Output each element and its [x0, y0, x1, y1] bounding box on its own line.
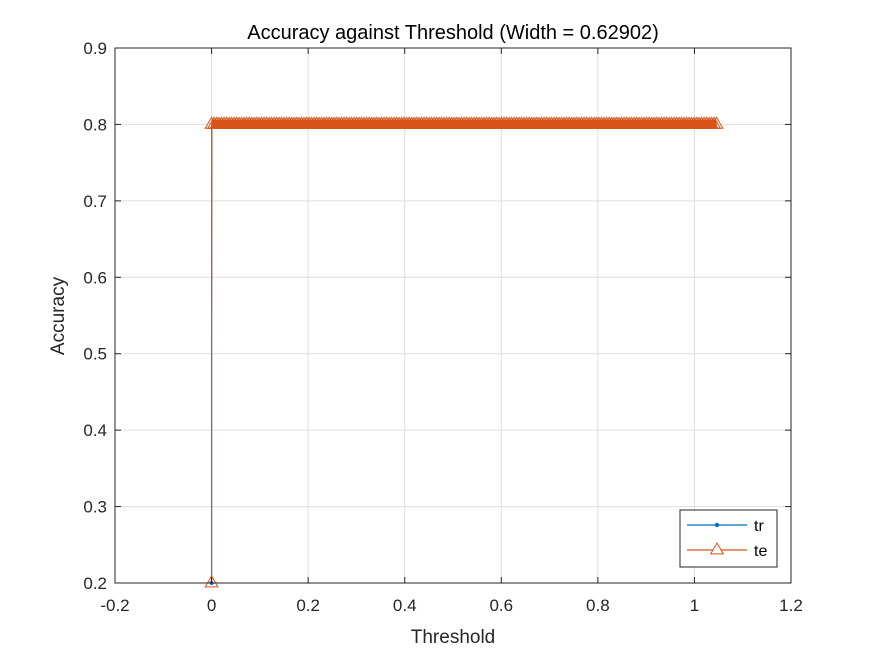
legend-item-te: te [687, 542, 767, 560]
legend-marker [709, 542, 725, 555]
legend-marker [714, 522, 720, 528]
x-axis-title: Threshold [411, 627, 496, 648]
legend-label: te [754, 543, 767, 560]
x-tick-label: 1.2 [779, 596, 803, 615]
x-tick-label: 0.8 [586, 596, 610, 615]
series-te [204, 116, 724, 588]
y-tick-label: 0.9 [83, 39, 107, 58]
series-layer [204, 116, 724, 588]
plot-frame [114, 47, 792, 584]
legend-box [679, 509, 778, 568]
x-tick-label: 0.6 [489, 596, 513, 615]
x-tick-label: -0.2 [100, 596, 129, 615]
y-tick-label: 0.6 [83, 268, 107, 287]
x-tick-label: 0 [207, 596, 216, 615]
ticks: -0.2 0 0.2 0.4 0.6 0.8 1 1.2 0.2 0.3 0.4 0.5 0.6 0.7 0… [83, 39, 802, 615]
y-tick-label: 0.5 [83, 345, 107, 364]
x-tick-label: 0.2 [296, 596, 320, 615]
chart-title: Accuracy against Threshold (Width = 0.62… [247, 22, 659, 44]
y-tick-label: 0.7 [83, 192, 107, 211]
y-tick-label: 0.2 [83, 574, 107, 593]
y-tick-label: 0.8 [83, 115, 107, 134]
y-tick-label: 0.4 [83, 421, 107, 440]
x-tick-label: 0.4 [393, 596, 417, 615]
y-tick-label: 0.3 [83, 498, 107, 517]
te-marker-band [211, 119, 717, 129]
legend: tr te [679, 509, 778, 568]
x-tick-label: 1 [690, 596, 699, 615]
plot-area [115, 48, 791, 583]
y-axis-title: Accuracy [48, 276, 69, 355]
legend-label: tr [754, 518, 764, 535]
legend-item-tr: tr [687, 518, 764, 535]
te-marker [204, 575, 219, 588]
